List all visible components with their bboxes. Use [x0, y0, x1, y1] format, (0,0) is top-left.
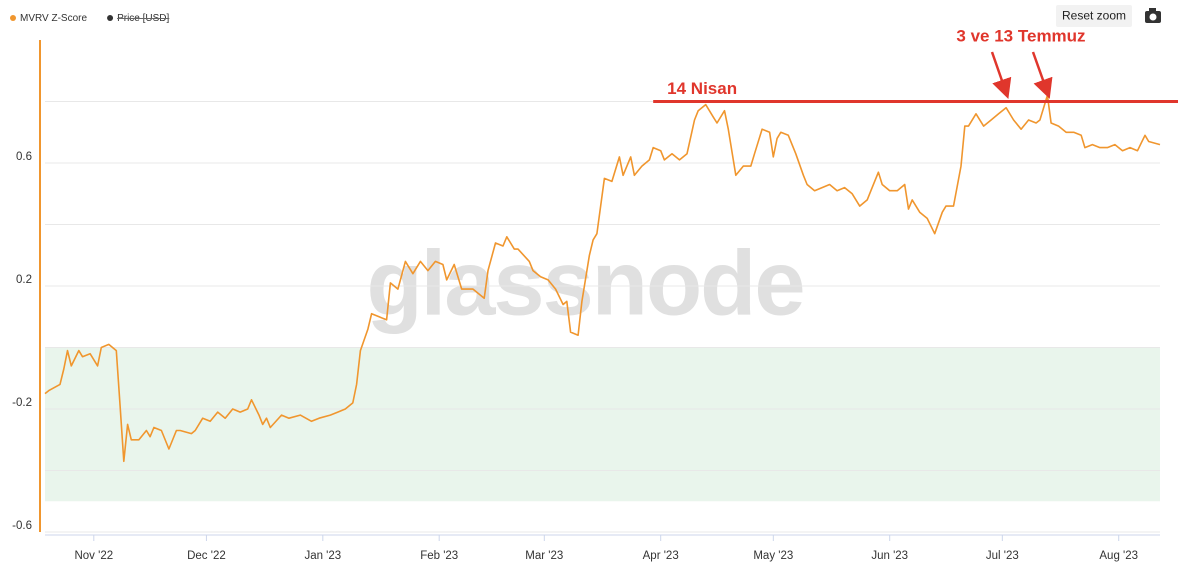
watermark: glassnode — [366, 232, 803, 334]
x-tick-label: Feb '23 — [420, 550, 458, 562]
legend-label: MVRV Z-Score — [20, 13, 87, 24]
x-tick-label: May '23 — [753, 550, 793, 562]
y-tick-label: 0.6 — [16, 151, 32, 163]
x-tick-label: Mar '23 — [525, 550, 563, 562]
x-tick-label: Aug '23 — [1099, 550, 1138, 562]
data-line — [44, 94, 1161, 463]
button-bg[interactable] — [1056, 5, 1132, 27]
reference-label: 14 Nisan — [667, 79, 737, 98]
camera-icon[interactable] — [1145, 8, 1161, 23]
arrow-annotation-label: 3 ve 13 Temmuz — [956, 26, 1085, 45]
camera-lens[interactable] — [1149, 13, 1157, 21]
y-tick-label: 0.2 — [16, 274, 32, 286]
x-tick-label: Apr '23 — [643, 550, 679, 562]
y-tick-label: -0.6 — [12, 520, 32, 532]
reset-zoom-button[interactable]: Reset zoom — [1056, 5, 1132, 27]
legend-marker — [10, 15, 16, 21]
zone-band — [45, 347, 1160, 502]
x-tick-label: Jan '23 — [304, 550, 341, 562]
x-tick-label: Jul '23 — [986, 550, 1019, 562]
annotation-arrow — [1031, 51, 1053, 99]
camera-top[interactable] — [1149, 8, 1156, 12]
button-label[interactable]: Reset zoom — [1062, 9, 1126, 23]
x-tick-label: Dec '22 — [187, 550, 226, 562]
y-tick-label: -0.2 — [12, 397, 32, 409]
legend: MVRV Z-Score Price [USD] — [10, 13, 170, 24]
x-tick-label: Jun '23 — [871, 550, 908, 562]
x-tick-label: Nov '22 — [74, 550, 113, 562]
legend-marker — [107, 15, 114, 21]
annotation-arrow — [990, 51, 1012, 99]
